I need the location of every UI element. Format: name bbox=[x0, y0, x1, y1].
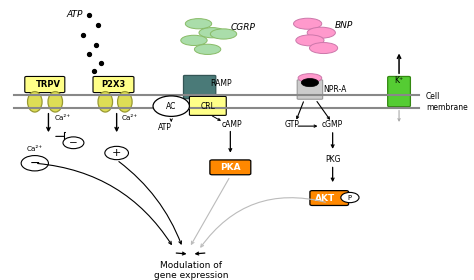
Text: TRPV: TRPV bbox=[36, 80, 61, 89]
Text: ATP: ATP bbox=[157, 123, 171, 132]
Text: RAMP: RAMP bbox=[210, 80, 231, 88]
Ellipse shape bbox=[307, 27, 336, 38]
Ellipse shape bbox=[199, 27, 225, 38]
FancyBboxPatch shape bbox=[388, 76, 410, 107]
Text: +: + bbox=[112, 148, 121, 158]
Circle shape bbox=[63, 137, 84, 149]
Text: P2X3: P2X3 bbox=[101, 80, 126, 89]
Text: −: − bbox=[29, 157, 40, 170]
FancyBboxPatch shape bbox=[297, 80, 323, 99]
Text: cGMP: cGMP bbox=[321, 120, 343, 129]
Ellipse shape bbox=[310, 43, 337, 53]
Text: GTP: GTP bbox=[285, 120, 300, 129]
FancyBboxPatch shape bbox=[210, 160, 251, 175]
FancyBboxPatch shape bbox=[190, 96, 226, 115]
Text: ATP: ATP bbox=[67, 10, 83, 19]
Text: K⁺: K⁺ bbox=[394, 76, 403, 85]
Text: P: P bbox=[348, 195, 352, 200]
Ellipse shape bbox=[48, 92, 63, 112]
Circle shape bbox=[21, 156, 48, 171]
Text: Modulation of
gene expression: Modulation of gene expression bbox=[154, 260, 228, 280]
Ellipse shape bbox=[98, 92, 112, 112]
Ellipse shape bbox=[296, 35, 324, 46]
Text: PKG: PKG bbox=[325, 155, 340, 164]
Text: AC: AC bbox=[166, 102, 176, 111]
Ellipse shape bbox=[185, 18, 212, 29]
Text: Ca²⁺: Ca²⁺ bbox=[122, 115, 138, 122]
Ellipse shape bbox=[210, 29, 237, 39]
Text: Ca²⁺: Ca²⁺ bbox=[27, 146, 43, 152]
Text: NPR-A: NPR-A bbox=[324, 85, 347, 94]
Circle shape bbox=[105, 146, 128, 160]
FancyBboxPatch shape bbox=[310, 191, 348, 206]
FancyBboxPatch shape bbox=[25, 76, 65, 93]
Text: Cell
membrane: Cell membrane bbox=[426, 92, 468, 111]
Ellipse shape bbox=[301, 78, 319, 87]
Text: BNP: BNP bbox=[335, 20, 353, 29]
Text: CGRP: CGRP bbox=[230, 23, 255, 32]
FancyBboxPatch shape bbox=[93, 76, 134, 93]
Ellipse shape bbox=[118, 92, 132, 112]
Text: AKT: AKT bbox=[315, 193, 335, 202]
Text: Ca²⁺: Ca²⁺ bbox=[55, 115, 71, 122]
Text: −: − bbox=[69, 138, 78, 148]
FancyBboxPatch shape bbox=[183, 75, 216, 99]
Ellipse shape bbox=[194, 44, 221, 54]
Ellipse shape bbox=[293, 18, 322, 29]
Ellipse shape bbox=[27, 92, 42, 112]
Ellipse shape bbox=[298, 74, 322, 82]
Circle shape bbox=[153, 96, 190, 116]
Ellipse shape bbox=[181, 35, 207, 45]
Text: cAMP: cAMP bbox=[221, 120, 242, 129]
Text: CRL: CRL bbox=[200, 102, 215, 111]
Circle shape bbox=[341, 192, 359, 203]
Text: PKA: PKA bbox=[220, 163, 241, 172]
